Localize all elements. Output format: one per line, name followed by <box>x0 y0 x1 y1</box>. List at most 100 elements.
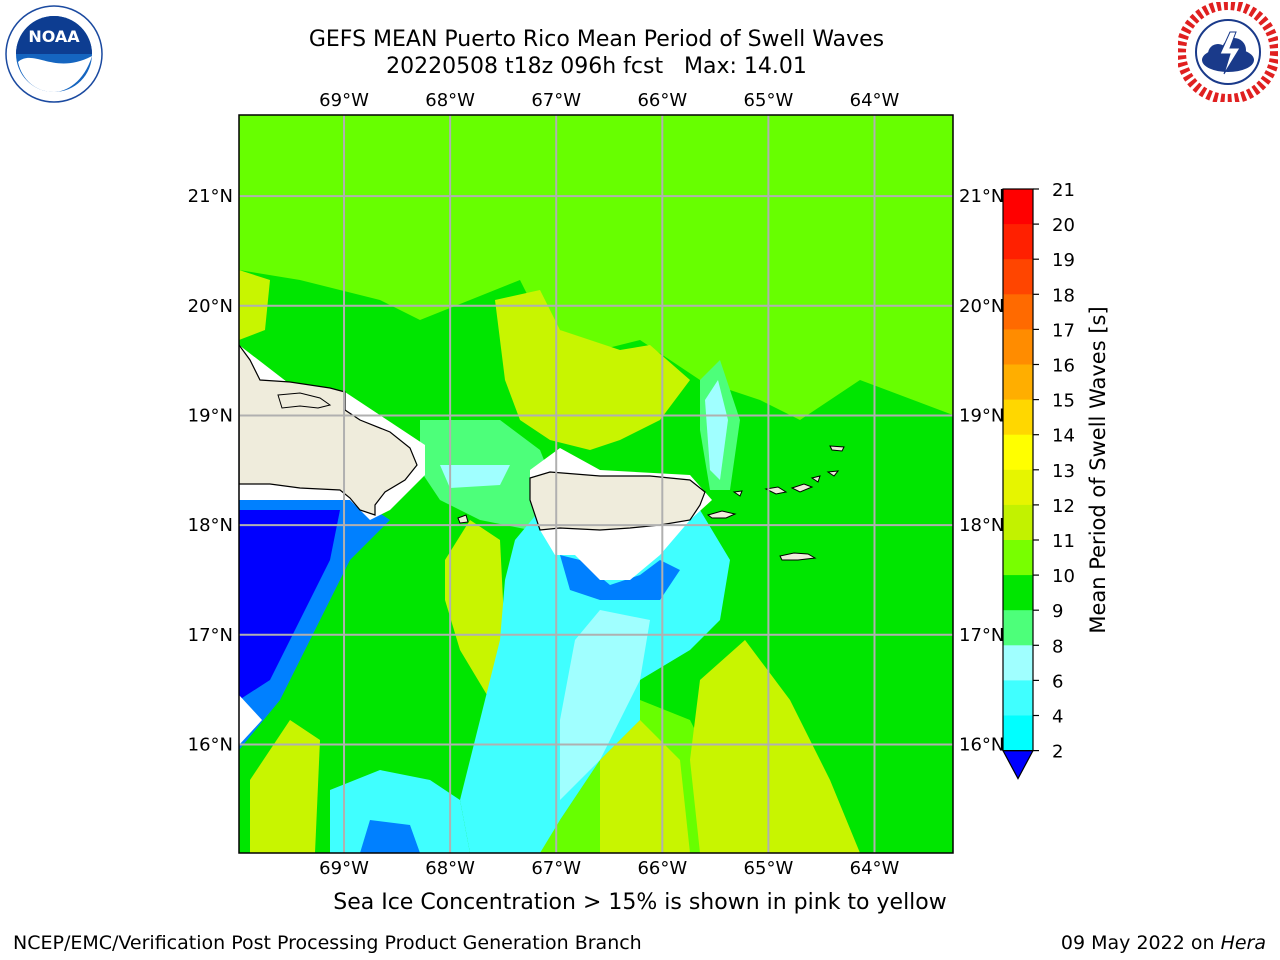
colorbar-segment <box>1003 469 1033 506</box>
land-st-thomas <box>764 486 788 495</box>
land-hispaniola <box>239 343 418 516</box>
noaa-logo-text: NOAA <box>28 27 80 46</box>
lon-label-top: 69°W <box>319 90 369 111</box>
footer-date-text: 09 May 2022 on <box>1060 932 1221 954</box>
colorbar-tick-label: 9 <box>1052 601 1063 622</box>
colorbar-segment <box>1003 294 1033 330</box>
swell-period-field <box>239 115 953 853</box>
field-yellow-mid <box>445 520 505 700</box>
colorbar-segment <box>1003 540 1033 576</box>
colorbar-tick-label: 14 <box>1052 426 1075 447</box>
colorbar-tick-label: 2 <box>1052 742 1063 763</box>
field-blue-prsouth <box>560 555 680 600</box>
field-yellow-se <box>690 640 860 853</box>
colorbar-segment <box>1003 364 1033 401</box>
footer-date: 09 May 2022 on Hera <box>1061 932 1266 954</box>
lon-label-top: 65°W <box>744 90 794 111</box>
colorbar-tick-label: 16 <box>1052 356 1075 377</box>
land-virgin-gorda <box>826 470 840 477</box>
land-mona-island <box>457 514 469 524</box>
noaa-logo: NOAA <box>5 5 103 103</box>
land-vieques <box>706 510 737 519</box>
colorbar-segment <box>1003 399 1033 436</box>
colorbar-tick-label: 18 <box>1052 285 1075 306</box>
colorbar: 21 20 19 18 17 16 15 14 13 12 11 10 9 8 6 4 2 <box>1001 180 1075 780</box>
lat-label-right: 17°N <box>959 625 1004 646</box>
field-cyan-sw <box>330 770 470 853</box>
colorbar-tick-label: 8 <box>1052 636 1063 657</box>
chart-subtitle: 20220508 t18z 096h fcst Max: 14.01 <box>386 54 807 79</box>
colorbar-tick-label: 13 <box>1052 461 1075 482</box>
lon-label-bottom: 64°W <box>850 858 900 879</box>
colorbar-tick-label: 15 <box>1052 391 1075 412</box>
colorbar-tick-label: 12 <box>1052 496 1075 517</box>
field-blue-west <box>239 510 340 700</box>
map-gridlines <box>239 115 953 853</box>
lon-label-bottom: 68°W <box>425 858 475 879</box>
colorbar-extend-arrow <box>1001 750 1035 780</box>
lat-label-right: 20°N <box>959 296 1004 317</box>
lon-label-bottom: 66°W <box>637 858 687 879</box>
sea-ice-caption: Sea Ice Concentration > 15% is shown in … <box>333 890 947 915</box>
lon-label-top: 68°W <box>425 90 475 111</box>
field-yellow-sw <box>250 720 320 853</box>
lon-label-top: 66°W <box>637 90 687 111</box>
field-lightcyan-strip <box>705 380 728 480</box>
colorbar-segment <box>1003 224 1033 260</box>
land-puerto-rico <box>529 471 706 531</box>
colorbar-tick-label: 17 <box>1052 320 1075 341</box>
colorbar-tick-label: 20 <box>1052 215 1075 236</box>
land-culebra <box>732 490 743 497</box>
map-frame <box>238 114 954 854</box>
colorbar-tick-label: 11 <box>1052 531 1075 552</box>
lat-label-right: 21°N <box>959 186 1004 207</box>
lon-label-top: 67°W <box>531 90 581 111</box>
lat-label-left: 17°N <box>188 625 233 646</box>
lat-label-left: 21°N <box>188 186 233 207</box>
land-anegada <box>829 445 845 452</box>
colorbar-segment <box>1003 434 1033 471</box>
footer-host: Hera <box>1220 932 1266 954</box>
colorbar-segment <box>1003 610 1033 646</box>
nws-logo <box>1178 2 1278 102</box>
colorbar-segment <box>1003 504 1033 541</box>
land-st-croix <box>779 552 817 561</box>
field-yellow-s <box>600 720 690 853</box>
lat-label-left: 18°N <box>188 515 233 536</box>
land-samana <box>277 392 332 409</box>
colorbar-tick-label: 4 <box>1052 707 1063 728</box>
field-blue-sw <box>360 820 420 853</box>
lon-labels-top: 69°W 68°W 67°W 66°W 65°W 64°W <box>319 90 899 111</box>
lat-label-right: 19°N <box>959 405 1004 426</box>
field-lightcyan-mona <box>440 465 510 488</box>
colorbar-segment <box>1003 680 1033 716</box>
lon-label-bottom: 69°W <box>319 858 369 879</box>
colorbar-segment <box>1003 575 1033 611</box>
lat-labels-left: 21°N 20°N 19°N 18°N 17°N 16°N <box>188 186 233 755</box>
colorbar-tick-label: 19 <box>1052 250 1075 271</box>
lon-label-bottom: 65°W <box>744 858 794 879</box>
field-lightcyan-south <box>560 610 650 800</box>
colorbar-segment <box>1003 259 1033 295</box>
chart-title: GEFS MEAN Puerto Rico Mean Period of Swe… <box>308 27 885 52</box>
colorbar-tick-label: 21 <box>1052 180 1075 201</box>
colorbar-tick-label: 10 <box>1052 566 1075 587</box>
lon-label-bottom: 67°W <box>531 858 581 879</box>
lon-labels-bottom: 69°W 68°W 67°W 66°W 65°W 64°W <box>319 858 899 879</box>
lat-label-left: 20°N <box>188 296 233 317</box>
lat-labels-right: 21°N 20°N 19°N 18°N 17°N 16°N <box>959 186 1004 755</box>
lat-label-left: 19°N <box>188 405 233 426</box>
colorbar-segment <box>1003 189 1033 225</box>
colorbar-label: Mean Period of Swell Waves [s] <box>1086 306 1110 633</box>
footer-credit: NCEP/EMC/Verification Post Processing Pr… <box>13 932 642 954</box>
lon-label-top: 64°W <box>850 90 900 111</box>
field-yellow-north <box>495 290 690 450</box>
colorbar-segment <box>1003 715 1033 752</box>
colorbar-segment <box>1003 329 1033 365</box>
colorbar-tick-label: 6 <box>1052 671 1063 692</box>
colorbar-segment <box>1003 645 1033 681</box>
lat-label-left: 16°N <box>188 734 233 755</box>
land-tortola <box>810 475 821 483</box>
field-mask-sw <box>239 695 262 745</box>
